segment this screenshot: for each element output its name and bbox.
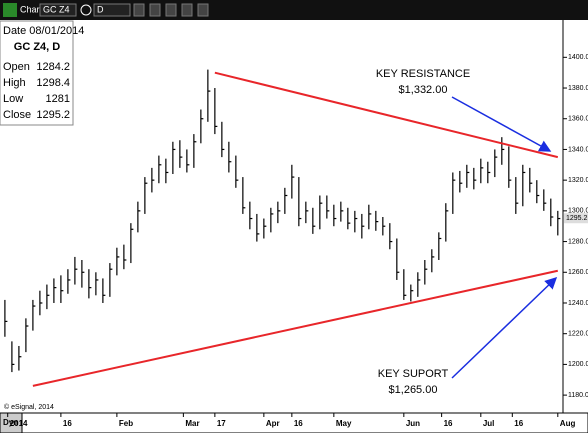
symbol[interactable]: GC Z4: [43, 4, 70, 14]
info-symbol: GC Z4, D: [14, 41, 61, 53]
toolbar: [0, 0, 588, 20]
plot-area: [0, 20, 588, 413]
y-tick-label: 1180.0: [568, 392, 588, 399]
x-tick-label: 16: [294, 419, 303, 428]
x-tick-label: May: [336, 419, 352, 428]
info-value: 1281: [46, 93, 70, 105]
mode-box[interactable]: [0, 412, 23, 433]
x-axis-area: [0, 412, 588, 433]
interval[interactable]: D: [97, 4, 104, 14]
y-tick-label: 1220.0: [568, 331, 588, 338]
annotation: $1,332.00: [399, 84, 448, 96]
y-tick-label: 1320.0: [568, 177, 588, 184]
arrow: [451, 276, 558, 379]
y-tick-label: 1240.0: [568, 300, 588, 307]
toolbar-button[interactable]: [197, 3, 209, 17]
trendline: [32, 269, 559, 387]
arrow: [451, 96, 552, 152]
y-tick-label: 1380.0: [568, 85, 588, 92]
annotation: KEY RESISTANCE: [376, 68, 470, 80]
link-icon[interactable]: [80, 4, 92, 16]
mode[interactable]: Dyn: [3, 418, 18, 427]
info-label: High: [3, 77, 26, 89]
y-tick-label: 1400.0: [568, 54, 588, 61]
x-tick-label: Mar: [185, 419, 199, 428]
app-icon[interactable]: [3, 3, 17, 17]
x-tick-label: Feb: [119, 419, 133, 428]
annotation: KEY SUPORT: [378, 368, 449, 380]
symbol-box[interactable]: [39, 3, 77, 17]
toolbar-button[interactable]: [133, 3, 145, 17]
toolbar-button[interactable]: [165, 3, 177, 17]
info-date: Date 08/01/2014: [3, 25, 84, 37]
chart-menu[interactable]: Chart: [20, 4, 43, 14]
last-price-box: [564, 213, 588, 224]
info-label: Open: [3, 61, 30, 73]
trendline: [214, 71, 559, 159]
x-tick-label: Apr: [266, 419, 280, 428]
x-tick-label: Jul: [483, 419, 495, 428]
info-label: Low: [3, 93, 23, 105]
plot: [4, 69, 561, 387]
x-tick-label: Aug: [560, 419, 576, 428]
y-tick-label: 1200.0: [568, 361, 588, 368]
info-label: Close: [3, 109, 31, 121]
y-tick-label: 1360.0: [568, 116, 588, 123]
y-tick-label: 1300.0: [568, 208, 588, 215]
x-tick-label: 2014: [10, 419, 28, 428]
y-tick-label: 1260.0: [568, 269, 588, 276]
x-tick-label: 16: [63, 419, 72, 428]
x-tick-label: Jun: [406, 419, 420, 428]
info-value: 1284.2: [36, 61, 70, 73]
info-value: 1295.2: [36, 109, 70, 121]
y-tick-label: 1340.0: [568, 146, 588, 153]
last-price-label: 1295.2: [566, 215, 588, 222]
x-tick-label: 16: [514, 419, 523, 428]
copyright: © eSignal, 2014: [4, 403, 54, 411]
x-tick-label: 17: [217, 419, 226, 428]
toolbar-button[interactable]: [181, 3, 193, 17]
x-tick-label: 16: [444, 419, 453, 428]
y-tick-label: 1280.0: [568, 238, 588, 245]
interval-box[interactable]: [93, 3, 131, 17]
annotation: $1,265.00: [389, 384, 438, 396]
info-value: 1298.4: [36, 77, 70, 89]
info-box: [0, 20, 74, 126]
toolbar-button[interactable]: [149, 3, 161, 17]
